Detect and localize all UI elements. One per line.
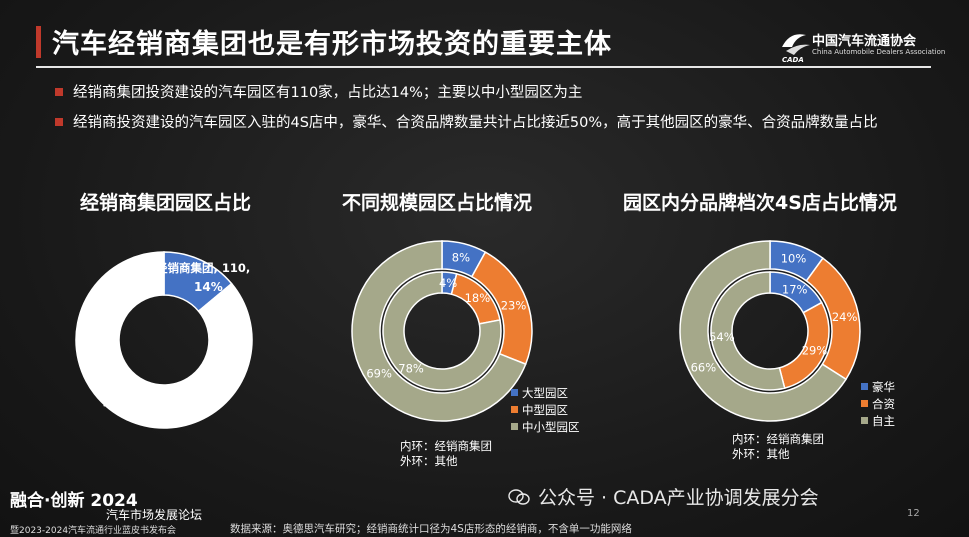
chart-3-inner-label-0: 17%	[782, 282, 808, 296]
bullet-2-text: 经销商投资建设的汽车园区入驻的4S店中，豪华、合资品牌数量共计占比接近50%，高…	[73, 115, 878, 131]
chart-2-legend: 大型园区 中型园区 中小型园区	[511, 384, 580, 435]
chart-2-ring-note: 内环：经销商集团 外环：其他	[400, 439, 492, 468]
brand-line2: 汽车市场发展论坛	[106, 508, 203, 522]
bullet-1-text: 经销商集团投资建设的汽车园区有110家，占比达14%；主要以中小型园区为主	[73, 85, 583, 101]
title-accent-bar	[36, 26, 41, 58]
title-divider	[36, 66, 931, 68]
legend-item-large: 大型园区	[511, 384, 580, 401]
watermark: 公众号 · CADA产业协调发展分会	[508, 483, 819, 510]
chart-2-outer-slice-2	[351, 240, 527, 422]
chart-1-label-bottom: 其他, 679, 86%	[103, 394, 195, 408]
chart-3-outer-slice-2	[679, 240, 848, 422]
chart-3-legend: 豪华 合资 自主	[861, 378, 895, 429]
chart-2-outer-label-2: 69%	[366, 367, 392, 381]
chart-2-outer-label-0: 8%	[452, 250, 470, 264]
chart-2-donut: 8% 23% 69% 4% 18% 78%	[351, 240, 533, 422]
bullet-square-icon	[55, 88, 63, 96]
chart-2-inner-label-1: 18%	[465, 291, 491, 305]
chart-1-slice-1	[75, 251, 253, 429]
legend-item-luxury: 豪华	[861, 378, 895, 395]
legend-item-domestic: 自主	[861, 412, 895, 429]
chart-3-inner-slice-2	[710, 271, 786, 391]
forum-brand: 融合·创新 2024 汽车市场发展论坛 暨2023-2024汽车流通行业蓝皮书发…	[10, 486, 202, 536]
watermark-text: 公众号 · CADA产业协调发展分会	[538, 487, 819, 509]
brand-year: 2024	[90, 491, 138, 511]
chart-3-ring-note: 内环：经销商集团 外环：其他	[732, 432, 824, 461]
page-title: 汽车经销商集团也是有形市场投资的重要主体	[52, 29, 612, 60]
chart-3-inner-label-2: 54%	[709, 330, 735, 344]
chart-1-label-top: 经销商集团, 110,	[156, 261, 250, 275]
page-number: 12	[907, 508, 920, 519]
chart-2-outer-label-1: 23%	[501, 298, 527, 312]
chart-3-outer-label-0: 10%	[781, 252, 807, 266]
chart-2-inner-slice-2	[382, 271, 502, 391]
chart-2-inner-label-2: 78%	[398, 361, 424, 375]
cada-logo-icon: CADA	[782, 34, 810, 64]
chart-1-title: 经销商集团园区占比	[80, 192, 252, 214]
logo-mark-text: CADA	[782, 56, 804, 64]
data-source-note: 数据来源：奥德思汽车研究；经销商统计口径为4S店形态的经销商，不含单一功能网络	[230, 523, 632, 535]
chart-3-outer-label-1: 24%	[832, 310, 858, 324]
logo-chinese-name: 中国汽车流通协会	[812, 34, 917, 49]
chart-3-donut: 10% 24% 66% 17% 29% 54%	[679, 240, 861, 422]
legend-item-joint-venture: 合资	[861, 395, 895, 412]
logo-english-name: China Automobile Dealers Association	[812, 48, 946, 56]
legend-item-small-medium: 中小型园区	[511, 418, 580, 435]
wechat-icon	[508, 488, 530, 505]
legend-item-medium: 中型园区	[511, 401, 580, 418]
brand-line1: 融合·创新	[10, 491, 85, 511]
chart-1-label-top-pct: 14%	[194, 280, 223, 294]
chart-3-title: 园区内分品牌档次4S店占比情况	[623, 192, 897, 214]
bullet-square-icon	[55, 118, 63, 126]
chart-3-outer-label-2: 66%	[691, 361, 717, 375]
brand-line3: 暨2023-2024汽车流通行业蓝皮书发布会	[10, 526, 177, 536]
chart-3-inner-label-1: 29%	[802, 343, 828, 357]
chart-2-inner-label-0: 4%	[439, 276, 457, 290]
chart-2-title: 不同规模园区占比情况	[342, 192, 533, 214]
chart-1-donut: 经销商集团, 110, 14% 其他, 679, 86%	[75, 251, 253, 429]
